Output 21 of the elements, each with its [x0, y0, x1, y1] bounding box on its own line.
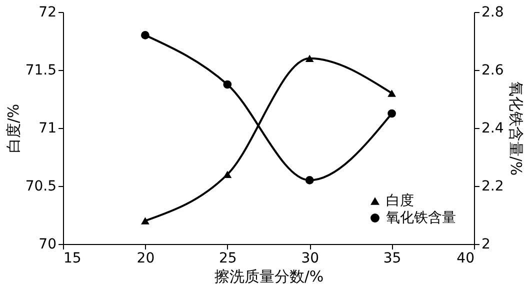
legend-label: 氧化铁含量: [386, 210, 456, 226]
y-tick-label: 71.5: [25, 62, 56, 78]
y2-axis-title: 氧化铁含量/%: [506, 81, 525, 176]
x-tick-label: 15: [64, 250, 82, 266]
x-tick-label: 40: [456, 250, 474, 266]
y-tick-label: 71: [38, 120, 56, 136]
y2-tick-label: 2.6: [482, 62, 504, 78]
y-tick-label: 70: [38, 236, 56, 252]
legend-label: 白度: [386, 193, 414, 209]
y-tick-label: 70.5: [25, 178, 56, 194]
x-tick-label: 35: [383, 250, 402, 266]
x-tick-label: 30: [301, 250, 320, 266]
y2-tick-label: 2.4: [482, 120, 504, 136]
y2-tick-label: 2: [482, 236, 490, 252]
y2-tick-label: 2.8: [482, 4, 504, 20]
x-axis-title: 擦洗质量分数/%: [214, 268, 324, 286]
y2-tick-label: 2.2: [482, 178, 504, 194]
y-axis-title: 白度/%: [4, 104, 22, 154]
y-tick-label: 72: [38, 4, 56, 20]
x-tick-label: 20: [136, 250, 155, 266]
x-tick-label: 25: [218, 250, 237, 266]
